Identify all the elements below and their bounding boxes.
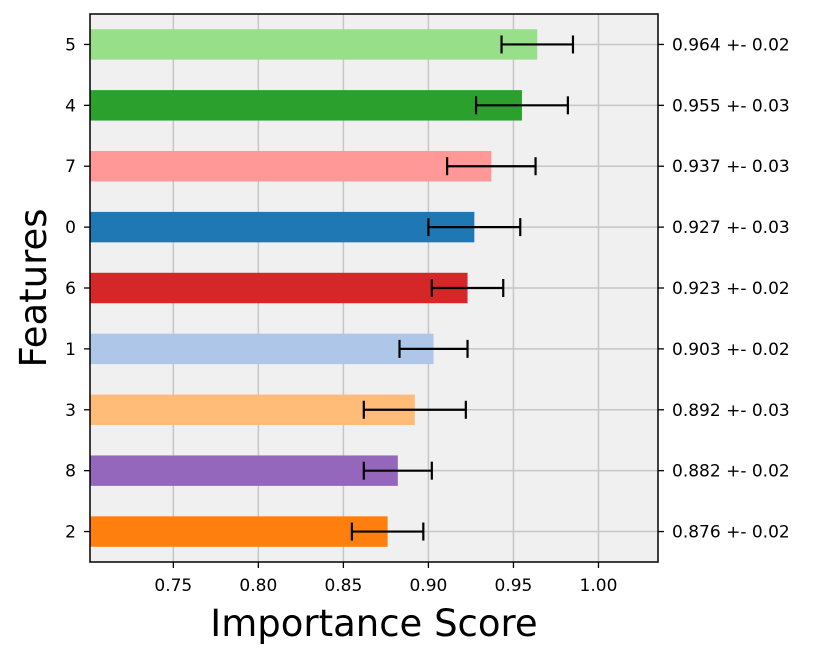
- error-bar-feature-5: [500, 35, 575, 54]
- y-tick-label: 4: [65, 96, 76, 116]
- x-axis-title: Importance Score: [210, 602, 537, 645]
- error-bar-feature-3: [362, 400, 467, 419]
- error-bar-feature-2: [350, 522, 425, 541]
- bar-feature-6: [90, 272, 468, 304]
- value-label: 0.882 +- 0.02: [672, 462, 790, 482]
- y-tick-label: 1: [65, 340, 76, 360]
- value-label: 0.927 +- 0.03: [672, 218, 790, 238]
- y-tick-label: 2: [65, 523, 76, 543]
- x-tick-label: 0.75: [154, 576, 192, 596]
- error-bars: [350, 35, 575, 541]
- error-bar-feature-8: [362, 461, 433, 480]
- value-label: 0.955 +- 0.03: [672, 96, 790, 116]
- y-axis-title: Features: [12, 208, 55, 367]
- x-tick-label: 0.80: [239, 576, 277, 596]
- value-label: 0.892 +- 0.03: [672, 401, 790, 421]
- y-tick-label: 7: [65, 157, 76, 177]
- bar-feature-5: [90, 29, 538, 60]
- bar-feature-0: [90, 211, 475, 243]
- x-tick-label: 0.90: [409, 576, 447, 596]
- x-tick-label: 1.00: [580, 576, 618, 596]
- error-bar-feature-4: [474, 96, 569, 115]
- x-tick-labels: 0.75 0.80 0.85 0.90 0.95 1.00: [154, 576, 617, 596]
- bar-feature-2: [90, 516, 388, 547]
- error-bar-feature-0: [427, 218, 522, 237]
- y-tick-label: 5: [65, 35, 76, 55]
- bar-feature-7: [90, 151, 492, 182]
- bars: [90, 29, 538, 547]
- y-tick-label: 3: [65, 401, 76, 421]
- value-label: 0.937 +- 0.03: [672, 157, 790, 177]
- y-tick-label: 0: [65, 218, 76, 238]
- x-tick-label: 0.95: [495, 576, 533, 596]
- bar-feature-4: [90, 90, 522, 121]
- value-label: 0.923 +- 0.02: [672, 279, 790, 299]
- y-tick-label: 8: [65, 462, 76, 482]
- error-bar-feature-6: [430, 279, 505, 297]
- value-label: 0.903 +- 0.02: [672, 340, 790, 360]
- bar-feature-1: [90, 333, 434, 365]
- value-label: 0.964 +- 0.02: [672, 35, 790, 55]
- error-bar-feature-1: [398, 339, 469, 358]
- y-tick-labels: 5 4 7 0 6 1 3 8 2: [65, 35, 76, 542]
- bar-feature-8: [90, 455, 398, 486]
- axis-ticks: [84, 43, 664, 568]
- value-labels: 0.964 +- 0.02 0.955 +- 0.03 0.937 +- 0.03 0…: [672, 35, 790, 542]
- y-tick-label: 6: [65, 279, 76, 299]
- x-tick-label: 0.85: [324, 576, 362, 596]
- value-label: 0.876 +- 0.02: [672, 523, 790, 543]
- bar-feature-3: [90, 394, 415, 425]
- error-bar-feature-7: [446, 157, 537, 176]
